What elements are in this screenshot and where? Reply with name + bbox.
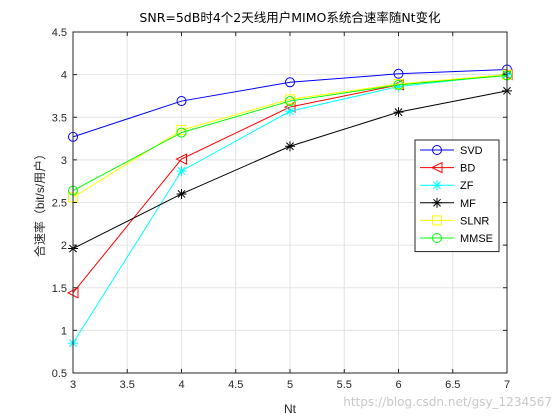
data-point-svd [285,77,295,88]
x-tick-label: 7 [504,379,510,391]
data-point-mf [285,141,295,152]
legend-marker-mf [432,197,442,208]
x-tick-label: 6.5 [445,379,460,391]
legend-label-bd: BD [460,163,475,175]
series-line-slnr [72,74,508,198]
legend-marker-slnr [432,215,442,226]
legend-item-slnr: SLNR [420,215,489,227]
data-point-mf [393,107,404,118]
legend-marker-svd [432,145,442,155]
series-line-svd [72,69,508,138]
series-layer [66,64,513,349]
legend-marker-zf [432,180,442,191]
y-tick-label: 3.5 [52,112,67,124]
x-tick-label: 3.5 [120,379,135,391]
legend-item-svd: SVD [420,145,483,157]
series-line-mmse [72,74,508,192]
legend-label-mf: MF [460,198,476,210]
data-point-mmse [176,127,187,138]
y-tick-label: 4 [61,70,67,82]
data-point-svd [393,68,404,79]
x-axis-label: Nt [284,402,297,416]
watermark: https://blog.csdn.net/gsy_1234567 [343,395,552,409]
y-axis-label: 合速率（bit/s/用户） [32,148,47,257]
x-tick-label: 3 [70,379,76,391]
data-point-zf [176,165,187,176]
x-tick-label: 4.5 [228,379,243,391]
chart-title: SNR=5dB时4个2天线用户MIMO系统合速率随Nt变化 [139,10,441,25]
y-tick-label: 1 [61,325,67,337]
y-tick-label: 2.5 [52,198,67,210]
y-tick-label: 1.5 [52,283,67,295]
x-tick-label: 4 [178,379,184,391]
y-tick-label: 2 [61,240,67,252]
legend-marker-mmse [432,233,442,243]
legend-item-bd: BD [420,161,475,175]
data-point-mmse [393,79,404,90]
legend-item-mf: MF [420,197,476,210]
legend-box [414,139,500,253]
data-point-bd [175,153,187,165]
data-point-zf [285,106,295,117]
x-tick-label: 5.5 [337,379,352,391]
legend-marker-bd [430,161,443,174]
data-point-mf [176,188,187,199]
data-point-mmse [285,96,295,107]
y-tick-label: 0.5 [52,368,67,380]
x-tick-label: 5 [287,379,293,391]
x-tick-label: 6 [395,379,401,391]
data-point-zf [393,81,404,92]
data-point-svd [176,96,187,107]
data-point-slnr [176,125,187,136]
ticks: 3 3.5 4 4.5 5 5.5 6 6.5 7 0.5 1 1.5 2 2.5 3 3.5 4 4.5 [52,27,510,391]
legend-label-zf: ZF [460,180,474,192]
legend-label-svd: SVD [460,145,483,157]
legend: SVD BD ZF MF SLNR MMSE [414,139,500,253]
y-tick-label: 3 [61,155,67,167]
legend-label-mmse: MMSE [460,233,493,245]
legend-label-slnr: SLNR [460,215,489,227]
legend-item-mmse: MMSE [420,233,493,245]
legend-item-zf: ZF [420,180,474,192]
y-tick-label: 4.5 [52,27,67,39]
